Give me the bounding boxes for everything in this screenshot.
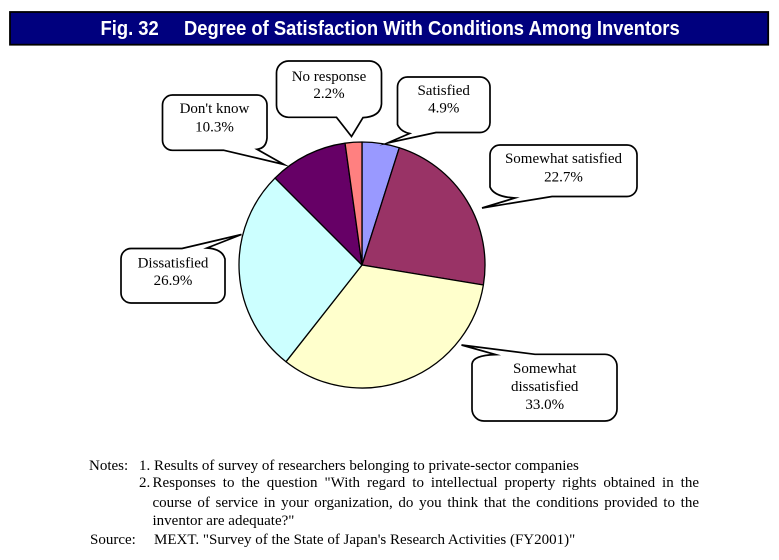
svg-text:2.2%: 2.2% bbox=[313, 86, 344, 102]
svg-text:10.3%: 10.3% bbox=[195, 119, 234, 135]
svg-text:Dissatisfied: Dissatisfied bbox=[138, 256, 209, 272]
svg-text:4.9%: 4.9% bbox=[428, 101, 459, 117]
svg-text:No response: No response bbox=[292, 69, 367, 85]
svg-text:Somewhat: Somewhat bbox=[513, 361, 577, 377]
svg-text:22.7%: 22.7% bbox=[544, 170, 583, 186]
svg-text:Don't know: Don't know bbox=[180, 101, 250, 117]
svg-text:Satisfied: Satisfied bbox=[417, 83, 470, 99]
svg-text:dissatisfied: dissatisfied bbox=[511, 379, 579, 395]
svg-text:33.0%: 33.0% bbox=[525, 397, 564, 413]
svg-text:26.9%: 26.9% bbox=[154, 273, 193, 289]
svg-text:Somewhat satisfied: Somewhat satisfied bbox=[505, 151, 623, 167]
